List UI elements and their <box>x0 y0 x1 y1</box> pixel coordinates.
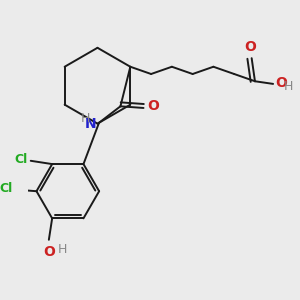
Text: O: O <box>244 40 256 54</box>
Text: O: O <box>275 76 287 90</box>
Text: H: H <box>284 80 293 93</box>
Text: O: O <box>148 99 159 113</box>
Text: Cl: Cl <box>0 182 12 195</box>
Text: H: H <box>58 243 68 256</box>
Text: Cl: Cl <box>15 153 28 166</box>
Text: H: H <box>80 112 90 125</box>
Text: N: N <box>85 117 96 131</box>
Text: O: O <box>44 245 56 259</box>
